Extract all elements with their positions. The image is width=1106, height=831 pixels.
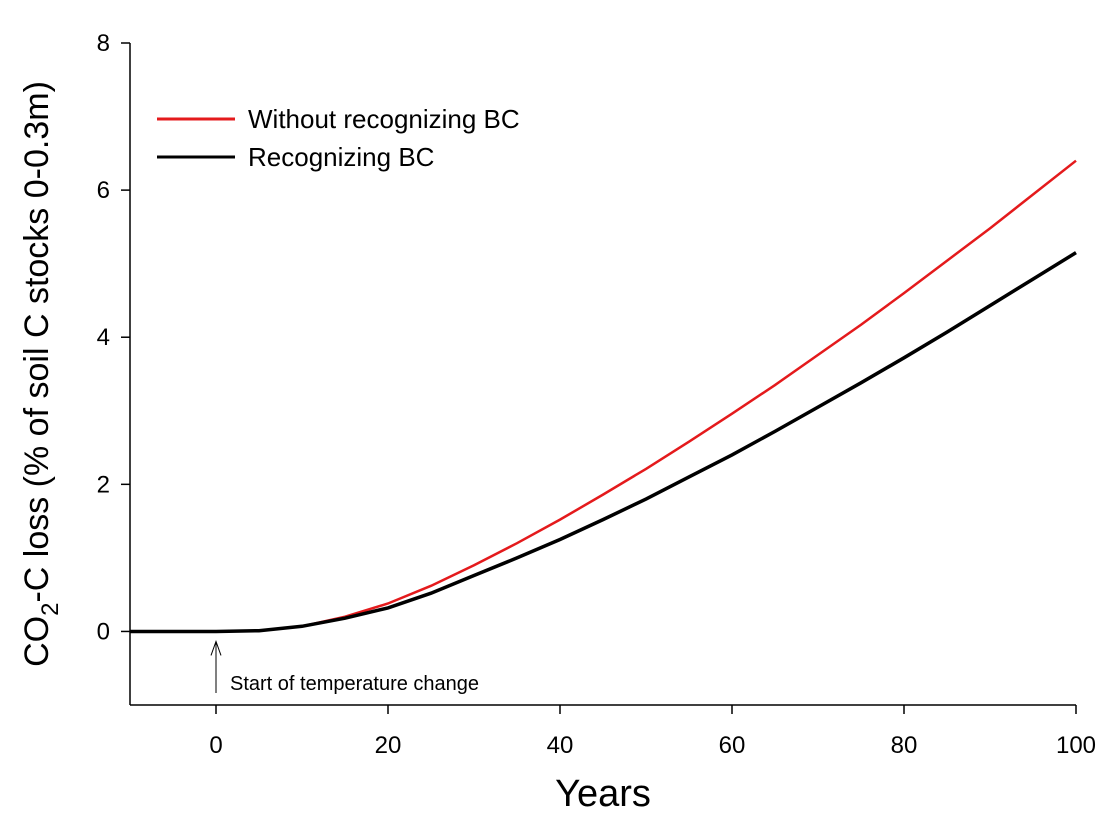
y-tick-label: 8 [97,30,110,57]
line-series [130,251,1077,634]
x-tick-label: 40 [547,732,574,759]
y-label-sub: 2 [37,603,64,616]
y-label-part: -C loss (% of soil C stocks 0-0.3m) [18,81,56,602]
y-tick-label: 2 [97,471,110,498]
x-axis-label: Years [555,773,651,815]
y-label-part: CO [18,616,56,667]
x-tick-label: 20 [375,732,402,759]
x-tick-label: 0 [209,732,222,759]
legend-label: Recognizing BC [248,142,434,172]
y-axis-label: CO2-C loss (% of soil C stocks 0-0.3m) [18,81,64,667]
line-series [130,159,1077,633]
y-tick-label: 4 [97,324,110,351]
x-tick-label: 100 [1056,732,1096,759]
y-tick-label: 0 [97,618,110,645]
annotation: Start of temperature change [230,673,479,695]
legend-label: Without recognizing BC [248,104,520,134]
y-tick-label: 6 [97,177,110,204]
x-tick-label: 60 [719,732,746,759]
annotation-arrowhead [210,639,222,656]
x-tick-label: 80 [891,732,918,759]
